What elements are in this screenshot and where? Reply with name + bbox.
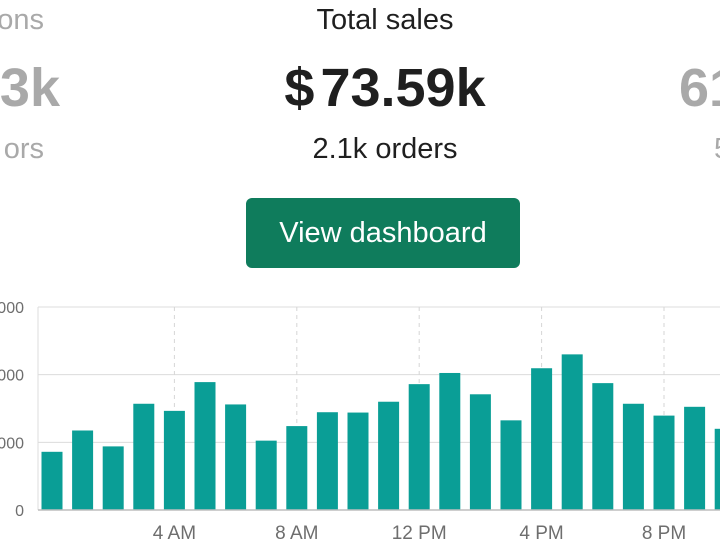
bar-4-pm[interactable] <box>531 368 553 510</box>
bar-1-am[interactable] <box>72 430 94 510</box>
bar-9-am[interactable] <box>316 412 338 510</box>
metric-label <box>600 0 720 40</box>
bar-11-am[interactable] <box>378 401 400 510</box>
y-tick-label: 2000 <box>0 435 24 452</box>
metric-subtext: ors <box>3 133 44 165</box>
metric-subtext: 2.1k orders <box>312 133 458 165</box>
metric-card-next[interactable]: 61 5 <box>600 0 720 164</box>
metric-card-previous[interactable]: ons 63k ors <box>0 0 60 164</box>
metric-card-total-sales: Total sales $73.59k 2.1k orders <box>200 0 570 164</box>
metric-value: $73.59k <box>200 61 570 115</box>
bar-9-pm[interactable] <box>684 406 706 510</box>
currency-symbol: $ <box>284 58 315 118</box>
chart-bars <box>41 354 720 510</box>
bar-3-am[interactable] <box>133 403 155 510</box>
x-tick-label: 4 AM <box>153 523 196 540</box>
x-tick-label: 4 PM <box>519 523 563 540</box>
bar-3-pm[interactable] <box>500 420 522 510</box>
x-tick-label: 12 PM <box>392 523 447 540</box>
metric-subtext: 5 <box>600 135 720 164</box>
y-tick-label: 0 <box>15 503 24 520</box>
bar-12-pm[interactable] <box>408 384 430 510</box>
bar-1-pm[interactable] <box>439 372 461 510</box>
bar-2-pm[interactable] <box>469 394 491 510</box>
bar-5-pm[interactable] <box>561 354 583 510</box>
hourly-sales-bar-chart: 0 2000 4000 6000 4 AM 8 AM 12 PM 4 PM 8 PM <box>0 300 720 540</box>
bar-8-pm[interactable] <box>653 415 675 510</box>
metric-value: 61 <box>679 58 720 118</box>
bar-6-am[interactable] <box>225 404 247 510</box>
bar-10-pm[interactable] <box>714 428 720 510</box>
bar-5-am[interactable] <box>194 382 216 510</box>
metric-label: ons <box>0 4 44 36</box>
bar-12-am[interactable] <box>41 451 63 510</box>
chart-axes: 0 2000 4000 6000 4 AM 8 AM 12 PM 4 PM 8 PM <box>0 300 720 540</box>
bar-7-am[interactable] <box>255 440 277 510</box>
metric-amount: 73.59k <box>320 58 486 118</box>
metric-label: Total sales <box>316 4 454 36</box>
bar-10-am[interactable] <box>347 412 369 510</box>
y-tick-label: 6000 <box>0 300 24 317</box>
metric-value: 63k <box>0 58 60 118</box>
y-tick-label: 4000 <box>0 368 24 385</box>
bar-6-pm[interactable] <box>592 383 614 510</box>
bar-2-am[interactable] <box>102 446 124 510</box>
bar-7-pm[interactable] <box>622 403 644 510</box>
view-dashboard-button[interactable]: View dashboard <box>246 198 520 268</box>
x-tick-label: 8 PM <box>642 523 686 540</box>
x-tick-label: 8 AM <box>275 523 318 540</box>
bar-4-am[interactable] <box>163 410 185 510</box>
bar-8-am[interactable] <box>286 426 308 510</box>
